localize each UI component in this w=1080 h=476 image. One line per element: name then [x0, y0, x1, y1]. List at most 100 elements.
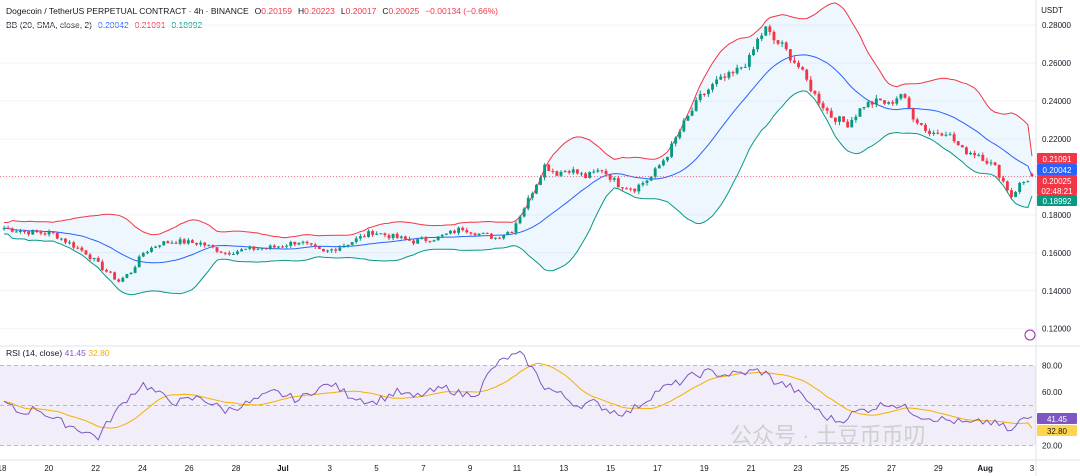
candle-body — [530, 193, 534, 198]
time-tick-label: 21 — [747, 464, 756, 473]
candle-body — [592, 171, 596, 173]
candle-body — [657, 165, 661, 169]
candle-body — [199, 242, 203, 245]
candle-body — [940, 133, 944, 136]
candle-body — [883, 100, 886, 104]
candle-body — [362, 236, 366, 238]
candle-body — [276, 246, 280, 248]
candle-body — [420, 237, 424, 240]
candle-body — [821, 103, 825, 109]
bb-basis-badge-bg — [1037, 164, 1077, 175]
candle-body — [735, 67, 739, 74]
candle-body — [604, 170, 608, 175]
rsi-tick-label: 60.00 — [1042, 388, 1063, 397]
candle-body — [113, 272, 117, 280]
candle-body — [813, 91, 817, 94]
rsi-ma-badge-bg — [1037, 425, 1077, 436]
candle-body — [203, 242, 207, 246]
candle-body — [694, 100, 698, 111]
candle-body — [670, 143, 674, 157]
candle-body — [326, 250, 330, 252]
rsi-header: RSI (14, close) 41.45 32.80 — [6, 348, 110, 358]
candle-body — [559, 171, 563, 176]
rsi-ma-line — [3, 362, 1033, 429]
candle-body — [948, 134, 952, 136]
candle-body — [788, 49, 792, 61]
candle-body — [215, 247, 219, 252]
candle-body — [522, 208, 526, 217]
candle-body — [633, 188, 637, 192]
candle-body — [1005, 181, 1009, 191]
candle-body — [743, 66, 747, 68]
candle-body — [80, 247, 84, 251]
price-tick-label: 0.22000 — [1042, 135, 1071, 144]
candle-body — [309, 243, 313, 245]
candle-body — [682, 120, 686, 132]
candle-body — [317, 246, 321, 249]
candle-body — [502, 235, 506, 239]
candle-body — [358, 236, 362, 239]
rsi-indicator-label[interactable]: RSI (14, close) — [6, 348, 63, 358]
currency-label: USDT — [1041, 6, 1063, 15]
candle-body — [55, 232, 59, 239]
candle-body — [919, 123, 923, 125]
candle-body — [350, 242, 354, 245]
candle-body — [706, 89, 710, 95]
candle-body — [403, 236, 407, 240]
candle-body — [645, 180, 649, 183]
bb-upper-line — [3, 2, 1033, 239]
candle-body — [436, 236, 440, 241]
candle-body — [924, 124, 927, 131]
candle-body — [432, 240, 436, 242]
symbol-title[interactable]: Dogecoin / TetherUS PERPETUAL CONTRACT ·… — [6, 6, 249, 16]
candle-body — [330, 249, 334, 251]
candle-body — [514, 223, 518, 233]
candle-body — [117, 279, 121, 282]
low-readout: L0.20017 — [340, 6, 377, 16]
candle-body — [727, 72, 731, 78]
candle-body — [850, 119, 854, 128]
time-tick-label: 29 — [934, 464, 943, 473]
candle-body — [498, 237, 502, 239]
candle-body — [301, 241, 305, 243]
rsi-badge-text: 41.45 — [1047, 415, 1068, 424]
candle-body — [649, 176, 653, 181]
candle-body — [977, 154, 981, 156]
candle-body — [608, 174, 612, 180]
candle-body — [993, 162, 997, 165]
candle-body — [489, 233, 493, 239]
price-badge-bg — [1037, 175, 1077, 195]
candle-body — [313, 244, 317, 247]
candle-body — [571, 169, 575, 173]
candle-body — [543, 164, 547, 178]
candle-body — [637, 184, 641, 192]
rsi-badge-bg — [1037, 413, 1077, 424]
candle-body — [772, 31, 776, 41]
candle-body — [207, 245, 211, 247]
candle-body — [92, 258, 96, 260]
candle-body — [375, 233, 379, 235]
candle-body — [125, 274, 129, 278]
candle-body — [260, 248, 264, 250]
bb-basis-line — [3, 54, 1033, 264]
candle-body — [858, 108, 862, 117]
candle-body — [96, 258, 100, 262]
candle-body — [145, 251, 149, 254]
candle-body — [6, 228, 10, 230]
candle-body — [596, 170, 600, 172]
time-tick-label: 18 — [0, 464, 7, 473]
candle-body — [440, 234, 444, 237]
candle-body — [903, 94, 907, 98]
candle-body — [342, 245, 346, 248]
candle-body — [842, 116, 846, 122]
candle-body — [625, 188, 628, 190]
price-tick-label: 0.16000 — [1042, 249, 1071, 258]
candle-body — [686, 115, 690, 121]
candle-body — [510, 232, 514, 234]
candle-body — [166, 241, 170, 244]
candle-body — [907, 97, 911, 109]
candle-body — [575, 169, 579, 174]
candle-body — [760, 35, 764, 39]
candle-body — [412, 240, 416, 244]
